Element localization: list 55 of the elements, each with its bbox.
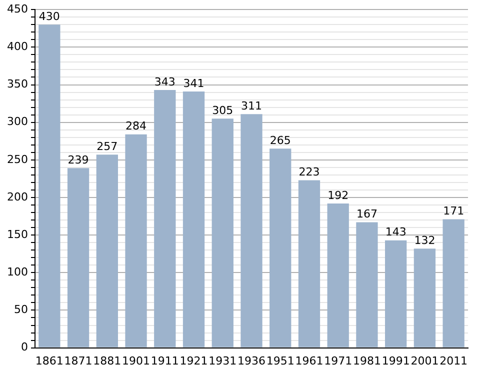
bar — [356, 222, 378, 348]
x-tick-label: 1951 — [266, 354, 294, 368]
data-label: 192 — [328, 188, 349, 202]
x-tick-label: 2011 — [440, 354, 468, 368]
y-tick-label: 200 — [6, 190, 28, 204]
bar — [38, 24, 60, 348]
bar — [327, 204, 349, 348]
bar — [125, 134, 147, 348]
x-tick-label: 1871 — [64, 354, 92, 368]
data-label: 171 — [443, 204, 464, 218]
data-label: 167 — [356, 208, 378, 221]
bar — [414, 248, 436, 348]
x-tick-label: 1861 — [35, 354, 64, 368]
bar — [182, 92, 205, 348]
y-tick-label: 0 — [20, 340, 28, 354]
bar — [96, 154, 118, 348]
y-tick-label: 150 — [6, 228, 28, 241]
x-tick-label: 1911 — [150, 354, 179, 368]
y-tick-label: 50 — [14, 303, 28, 316]
data-label: 239 — [68, 154, 89, 167]
data-label: 305 — [212, 104, 234, 117]
x-tick-label: 1961 — [295, 354, 324, 368]
bar — [298, 180, 320, 348]
x-tick-label: 1921 — [180, 354, 208, 368]
data-label: 284 — [126, 120, 147, 133]
data-label: 143 — [385, 226, 406, 239]
data-label: 132 — [414, 234, 436, 247]
bar — [240, 114, 262, 348]
data-label: 430 — [38, 10, 60, 23]
x-tick-label: 1901 — [122, 354, 150, 368]
x-tick-label: 1881 — [93, 354, 122, 368]
x-tick-label: 1991 — [382, 354, 410, 368]
data-label: 341 — [183, 76, 204, 90]
data-label: 311 — [241, 99, 262, 112]
y-tick-label: 250 — [6, 152, 28, 166]
y-tick-label: 400 — [6, 40, 28, 54]
bar — [154, 90, 176, 348]
y-tick-label: 300 — [6, 115, 28, 128]
y-tick-label: 350 — [6, 78, 28, 91]
x-tick-label: 2001 — [410, 354, 439, 368]
data-label: 257 — [96, 140, 118, 154]
x-tick-label: 1931 — [208, 354, 237, 368]
data-label: 343 — [154, 75, 176, 88]
bar — [385, 240, 407, 348]
data-label: 265 — [270, 134, 291, 147]
bar — [442, 219, 464, 348]
x-tick-label: 1936 — [238, 354, 266, 368]
data-label: 223 — [298, 166, 320, 179]
x-tick-label: 1971 — [324, 354, 352, 368]
bar — [67, 168, 90, 348]
bar — [212, 118, 234, 348]
y-tick-label: 450 — [6, 2, 28, 16]
y-tick-label: 100 — [6, 266, 28, 279]
bar — [270, 148, 292, 348]
x-tick-label: 1981 — [352, 354, 381, 368]
